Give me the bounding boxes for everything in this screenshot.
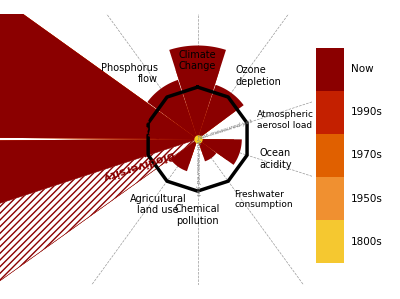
Polygon shape [187, 105, 208, 139]
Polygon shape [198, 139, 216, 161]
Polygon shape [198, 139, 234, 160]
Polygon shape [0, 0, 198, 139]
Polygon shape [0, 139, 198, 299]
Polygon shape [198, 107, 225, 139]
Polygon shape [42, 139, 198, 230]
Polygon shape [198, 139, 217, 151]
Bar [316, 177, 344, 220]
Bar [316, 91, 344, 134]
Text: 1970s: 1970s [351, 150, 383, 161]
Polygon shape [190, 130, 198, 139]
Text: Atmospheric
aerosol load: Atmospheric aerosol load [257, 110, 314, 129]
Text: Climate
Change: Climate Change [179, 50, 216, 71]
Polygon shape [166, 121, 198, 139]
Text: Nitrogen
flow: Nitrogen flow [106, 100, 164, 138]
Bar [316, 134, 344, 177]
Text: Ocean
acidity: Ocean acidity [260, 148, 292, 170]
Polygon shape [182, 139, 198, 158]
Text: Not measured yet: Not measured yet [197, 119, 252, 141]
Polygon shape [187, 139, 198, 152]
Polygon shape [170, 139, 198, 171]
Text: Freshwater
consumption: Freshwater consumption [234, 190, 293, 209]
Polygon shape [0, 139, 198, 299]
Polygon shape [198, 139, 242, 165]
Polygon shape [176, 66, 220, 139]
Text: Biodiversity
loss: Biodiversity loss [96, 138, 174, 181]
Polygon shape [0, 139, 198, 291]
Polygon shape [147, 80, 198, 139]
Polygon shape [198, 139, 201, 143]
Polygon shape [198, 118, 215, 139]
Bar [316, 48, 344, 91]
Polygon shape [16, 33, 198, 139]
Text: Ozone
depletion: Ozone depletion [236, 65, 282, 86]
Bar [316, 220, 344, 263]
Polygon shape [198, 139, 212, 156]
Text: Phosphorus
flow: Phosphorus flow [101, 63, 158, 84]
Text: Chemical
pollution: Chemical pollution [175, 204, 220, 226]
Polygon shape [192, 139, 198, 145]
Polygon shape [177, 139, 198, 164]
Polygon shape [156, 139, 198, 163]
Polygon shape [182, 87, 213, 139]
Polygon shape [198, 95, 235, 139]
Text: 1800s: 1800s [351, 237, 383, 247]
Polygon shape [158, 92, 198, 139]
Polygon shape [0, 0, 198, 139]
Polygon shape [179, 117, 198, 139]
Text: Now: Now [351, 64, 374, 74]
Polygon shape [198, 130, 205, 139]
Text: Not measured yet: Not measured yet [195, 139, 200, 196]
Polygon shape [168, 105, 198, 139]
Polygon shape [198, 85, 244, 139]
Text: Agricultural
land use: Agricultural land use [130, 194, 186, 215]
Polygon shape [169, 45, 226, 139]
Polygon shape [198, 139, 226, 156]
Text: 1950s: 1950s [351, 193, 383, 204]
Polygon shape [0, 0, 198, 139]
Polygon shape [198, 139, 205, 148]
Text: 1990s: 1990s [351, 107, 383, 118]
Polygon shape [0, 139, 198, 299]
Polygon shape [198, 139, 208, 151]
Polygon shape [198, 139, 207, 144]
Polygon shape [193, 125, 202, 139]
